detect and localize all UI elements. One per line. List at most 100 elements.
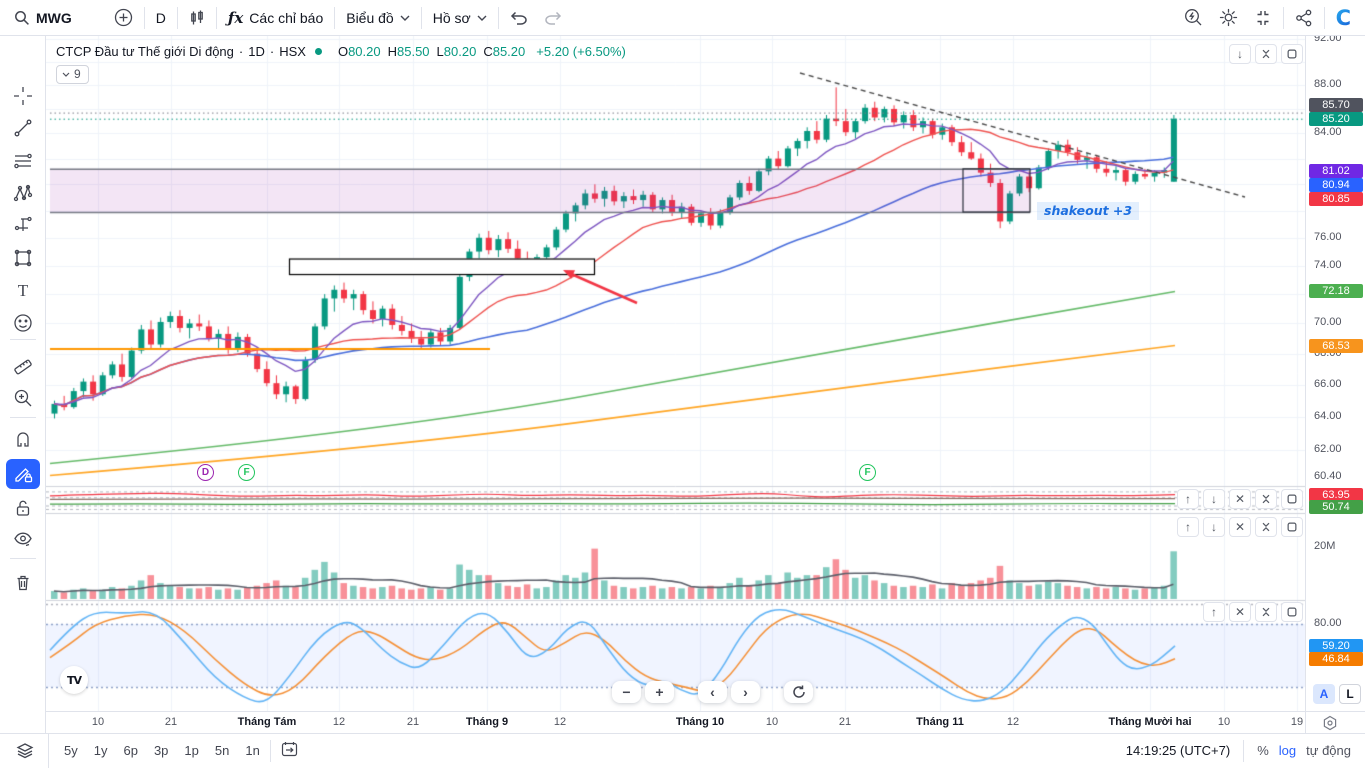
maximize-pane-button[interactable] [1281,44,1303,64]
stoch-axis-tick: 80.00 [1314,617,1342,629]
close-pane-button[interactable]: ✕ [1229,602,1251,622]
lock-drawings-button[interactable] [6,493,40,523]
measure-tool-button[interactable] [6,350,40,380]
drawing-toolbar: T [0,36,46,733]
fib-lines-tool-button[interactable] [6,146,40,176]
collapse-pane-button[interactable] [1255,44,1277,64]
broker-logo[interactable]: C [1328,4,1359,32]
toolbar-separator [10,558,36,559]
scroll-right-button[interactable]: › [731,681,760,703]
object-tree-button[interactable] [8,736,42,766]
maximize-pane-button[interactable] [1281,489,1303,509]
collapse-pane-button[interactable] [1255,602,1277,622]
zoom-in-button[interactable]: + [645,681,674,703]
hide-drawings-button[interactable] [6,524,40,554]
log-scale-button[interactable]: log [1278,743,1297,758]
settings-button[interactable] [1211,4,1246,32]
close-pane-button[interactable]: ✕ [1229,489,1251,509]
price-badge: 72.18 [1309,284,1363,299]
lock-scale-toggle[interactable]: L [1339,684,1361,704]
time-axis[interactable]: 10 21 Tháng Tám 12 21 Tháng 9 12 Tháng 10 10 21 Th… [46,711,1305,733]
range-button-3p[interactable]: 3p [147,739,175,762]
separator [497,6,499,29]
chart-canvas[interactable] [46,36,1305,711]
interval-button[interactable]: D [148,4,174,32]
chart-menu-button[interactable]: Biểu đồ [338,4,417,32]
ohlc-value: 85.50 [397,44,430,59]
move-pane-down-button[interactable]: ↓ [1203,489,1225,509]
range-button-5y[interactable]: 5y [57,739,85,762]
legend-collapse-button[interactable]: 9 [56,65,89,84]
close-pane-button[interactable]: ✕ [1229,517,1251,537]
drawing-mode-lock-button[interactable] [6,459,40,489]
collapse-pane-button[interactable] [1255,517,1277,537]
hexagon-settings-icon[interactable] [1322,715,1338,731]
shapes-tool-button[interactable] [6,243,40,273]
zoom-out-button[interactable]: − [612,681,641,703]
tradingview-logo[interactable]: TV [60,666,88,694]
maximize-pane-button[interactable] [1281,517,1303,537]
indicators-button[interactable]: ƒx Các chỉ báo [220,4,331,32]
forecast-tool-button[interactable] [6,210,40,240]
move-pane-up-button[interactable]: ↑ [1177,489,1199,509]
share-button[interactable] [1287,4,1321,32]
move-pane-up-button[interactable]: ↑ [1203,602,1225,622]
legend-row[interactable]: CTCP Đầu tư Thế giới Di động · 1D · HSX … [56,44,626,59]
chart-type-button[interactable] [181,4,213,32]
profile-menu-button[interactable]: Hồ sơ [425,4,495,32]
price-badge: 68.53 [1309,338,1363,353]
topbar-left: MWG D ƒx Các chỉ báo Biểu đồ Hồ sơ [0,0,576,35]
time-tick: 10 [765,716,779,728]
magnet-tool-button[interactable] [6,427,40,457]
legend-exchange: HSX [279,44,306,59]
auto-scale-button[interactable]: tự động [1306,743,1351,758]
dividend-marker[interactable]: D [197,464,214,481]
gear-icon [1219,8,1237,27]
range-button-1n[interactable]: 1n [238,739,266,762]
axis-settings-corner[interactable] [1305,711,1365,733]
go-to-date-button[interactable] [274,737,305,764]
text-tool-button[interactable]: T [6,276,40,306]
pattern-tool-button[interactable] [6,178,40,208]
financials-marker[interactable]: F [238,464,255,481]
clock[interactable]: 14:19:25 (UTC+7) [1125,743,1231,758]
time-tick: Tháng 10 [675,716,725,728]
move-pane-up-button[interactable]: ↑ [1177,517,1199,537]
remove-drawings-button[interactable] [6,568,40,598]
broker-logo-letter: C [1335,5,1351,30]
move-pane-down-button[interactable]: ↓ [1203,517,1225,537]
compare-button[interactable] [106,4,141,32]
reset-chart-button[interactable] [784,681,813,703]
range-button-6p[interactable]: 6p [116,739,144,762]
symbol-search-button[interactable]: MWG [6,4,80,32]
undo-button[interactable] [502,4,536,32]
range-button-5n[interactable]: 5n [208,739,236,762]
range-button-1p[interactable]: 1p [177,739,205,762]
auto-scale-toggle[interactable]: A [1313,684,1335,704]
maximize-pane-button[interactable] [1281,602,1303,622]
ohlc-value: 85.20 [492,44,526,59]
shakeout-note[interactable]: shakeout +3 [1037,202,1140,220]
move-pane-down-button[interactable]: ↓ [1229,44,1251,64]
crosshair-tool-button[interactable] [6,81,40,111]
separator [176,6,178,29]
trend-line-tool-button[interactable] [6,113,40,143]
zoom-in-tool-button[interactable] [6,383,40,413]
emoji-tool-button[interactable] [6,308,40,338]
time-tick: 21 [406,716,420,728]
collapse-pane-button[interactable] [1255,489,1277,509]
range-button-1y[interactable]: 1y [87,739,115,762]
quick-search-button[interactable] [1176,4,1211,32]
scroll-left-button[interactable]: ‹ [698,681,727,703]
chart-nav: − + ‹ › [612,681,813,703]
ohlc-key: C [483,44,493,59]
fullscreen-button[interactable] [1246,4,1280,32]
time-tick: 12 [553,716,567,728]
price-axis[interactable]: 92.00 88.00 84.00 76.00 74.00 70.00 68.00 66.00… [1305,36,1365,733]
time-tick: 10 [91,716,105,728]
percent-scale-button[interactable]: % [1257,743,1269,758]
redo-button[interactable] [536,4,570,32]
price-badge: 85.70 [1309,97,1363,112]
chevron-down-icon [62,72,70,77]
financials-marker[interactable]: F [859,464,876,481]
